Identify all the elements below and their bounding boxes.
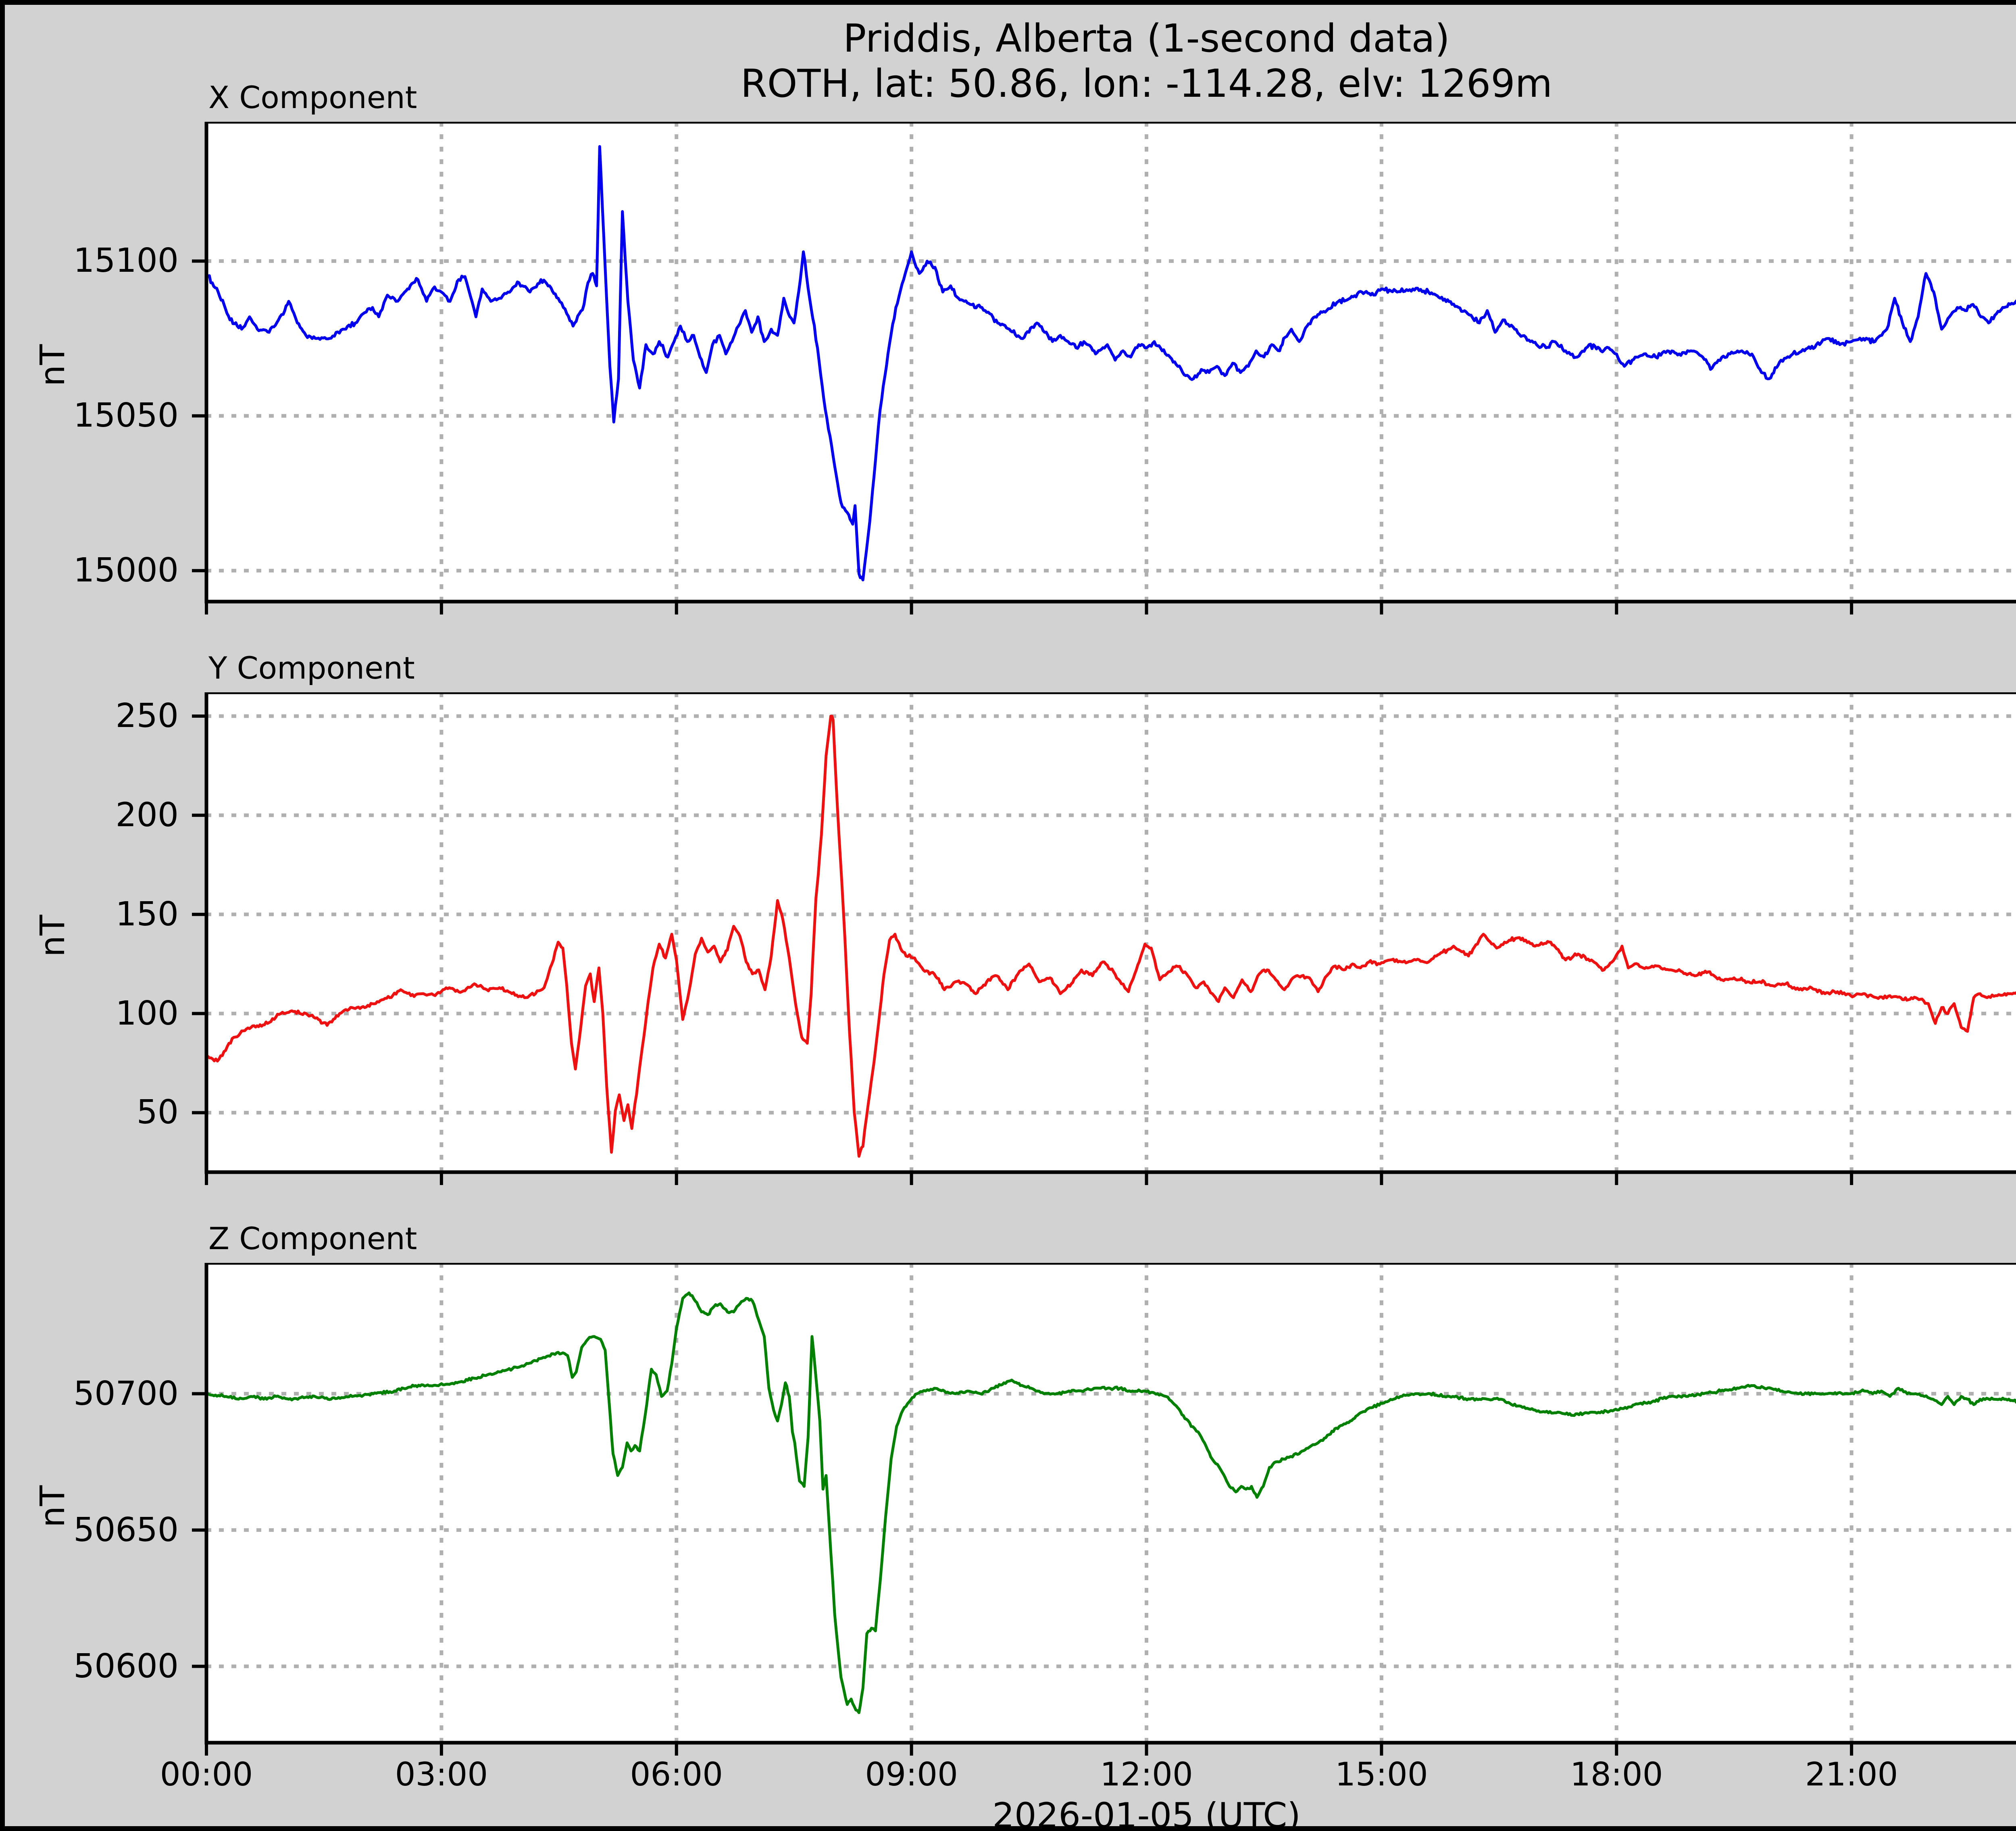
plot-area	[206, 122, 2016, 602]
y-tick-label: 150	[115, 895, 179, 933]
x-component-chart	[192, 122, 2016, 614]
x-tick-label: 06:00	[630, 1756, 723, 1793]
subplot-title-x-component: X Component	[208, 79, 417, 115]
x-tick-label: 09:00	[865, 1756, 958, 1793]
figure-subtitle: ROTH, lat: 50.86, lon: -114.28, elv: 126…	[740, 62, 1553, 106]
x-axis-label: 2026-01-05 (UTC)	[992, 1796, 1301, 1831]
x-tick-label: 18:00	[1570, 1756, 1663, 1793]
y-tick-label: 50650	[73, 1510, 179, 1549]
y-component-chart	[192, 692, 2016, 1185]
z-series-line	[206, 1291, 2016, 1714]
y-axis-label-z-component: nT	[33, 1485, 72, 1528]
y-tick-label: 250	[115, 697, 179, 735]
y-tick-label: 50600	[73, 1647, 179, 1685]
y-axis-label-x-component: nT	[33, 344, 72, 387]
y-tick-label: 15000	[73, 551, 179, 590]
x-tick-label: 03:00	[395, 1756, 488, 1793]
subplot-title-y-component: Y Component	[208, 650, 415, 686]
subplot-title-z-component: Z Component	[208, 1221, 417, 1256]
y-tick-label: 200	[115, 796, 179, 834]
y-tick-label: 15050	[73, 396, 179, 435]
figure-title: Priddis, Alberta (1-second data)	[843, 17, 1450, 61]
y-series-line	[206, 714, 2016, 1158]
y-tick-label: 15100	[73, 242, 179, 280]
x-tick-label: 21:00	[1805, 1756, 1898, 1793]
x-series-line	[206, 145, 2016, 581]
x-tick-label: 00:00	[160, 1756, 253, 1793]
x-tick-label: 15:00	[1335, 1756, 1428, 1793]
y-tick-label: 50	[136, 1093, 179, 1132]
plot-area	[206, 692, 2016, 1172]
y-tick-label: 50700	[73, 1374, 179, 1413]
y-tick-label: 100	[115, 994, 179, 1033]
plot-area	[206, 1263, 2016, 1743]
x-tick-label: 12:00	[1100, 1756, 1193, 1793]
y-axis-label-y-component: nT	[33, 914, 72, 957]
z-component-chart	[192, 1263, 2016, 1756]
